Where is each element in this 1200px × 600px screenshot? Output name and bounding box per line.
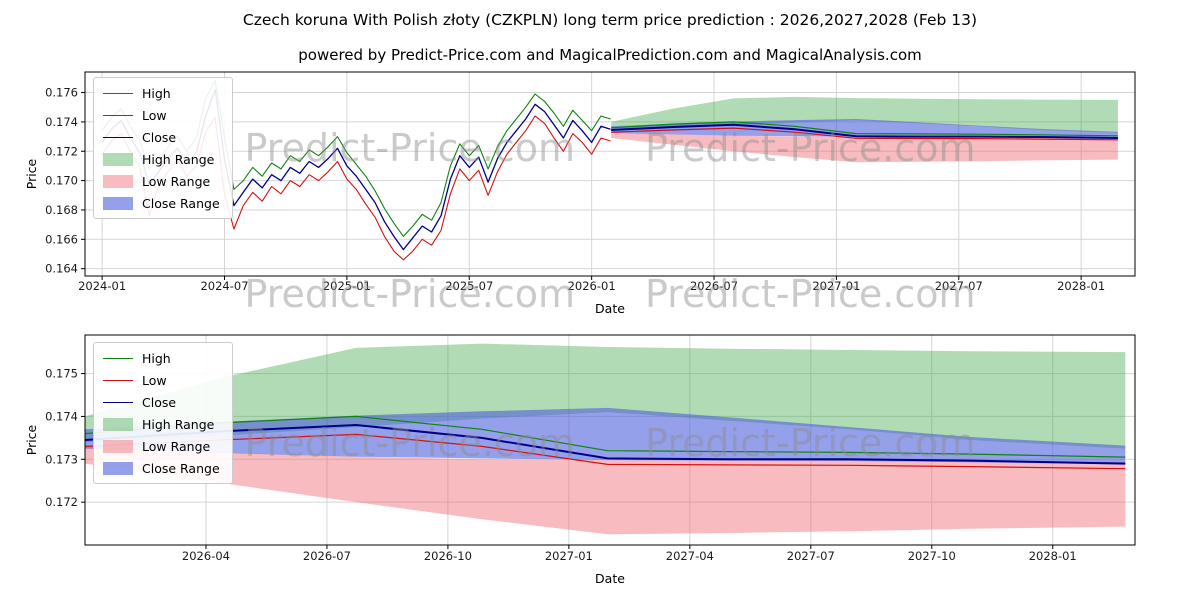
legend-patch-swatch (103, 152, 133, 166)
legend-label: High (142, 350, 171, 366)
y-tick-label: 0.166 (45, 232, 78, 246)
x-tick-label: 2025-01 (323, 279, 371, 293)
legend-item: High Range (103, 150, 220, 168)
legend-item: Low Range (103, 172, 220, 190)
forecast-close-line (611, 123, 1118, 139)
legend-item: Low (103, 106, 220, 124)
x-tick-label: 2027-04 (666, 549, 714, 563)
x-tick-label: 2027-01 (812, 279, 860, 293)
x-tick-label: 2026-04 (182, 549, 230, 563)
forecast-low-line (84, 433, 1126, 470)
y-tick-label: 0.170 (45, 174, 78, 188)
close-range-band (611, 119, 1118, 139)
y-tick-label: 0.174 (45, 409, 78, 423)
legend-line-swatch (103, 357, 133, 359)
legend-label: Close (142, 394, 177, 410)
low-range-band (611, 132, 1118, 163)
legend-item: High (103, 84, 220, 102)
legend-label: Close Range (142, 460, 220, 476)
legend-patch-swatch (103, 439, 133, 453)
x-tick-label: 2027-01 (545, 549, 593, 563)
x-tick-label: 2027-10 (908, 549, 956, 563)
forecast-high-line (84, 415, 1126, 458)
low-range-band (85, 446, 1126, 535)
legend-item: Low Range (103, 437, 220, 455)
x-axis-label: Date (595, 301, 625, 316)
x-tick-label: 2028-01 (1057, 279, 1105, 293)
y-tick-label: 0.164 (45, 262, 78, 276)
legend-patch-swatch (103, 461, 133, 475)
legend-line-swatch (103, 114, 133, 116)
legend-line-swatch (103, 136, 133, 138)
x-tick-label: 2028-01 (1029, 549, 1077, 563)
x-tick-label: 2026-07 (303, 549, 351, 563)
legend-line-swatch (103, 92, 133, 94)
legend-label: High (142, 85, 171, 101)
chart-title: Czech koruna With Polish złoty (CZKPLN) … (242, 11, 978, 29)
legend-item: High (103, 349, 220, 367)
legend-item: Close (103, 128, 220, 146)
legend-patch-swatch (103, 196, 133, 210)
y-tick-label: 0.172 (45, 144, 78, 158)
legend-label: Close Range (142, 195, 220, 211)
plot-border (84, 71, 1136, 277)
x-tick-label: 2026-01 (568, 279, 616, 293)
y-tick-label: 0.168 (45, 203, 78, 217)
legend-patch-swatch (103, 417, 133, 431)
x-tick-label: 2026-07 (690, 279, 738, 293)
legend-label: Low Range (142, 438, 211, 454)
legend-label: Close (142, 129, 177, 145)
powered-by-subtitle: powered by Predict-Price.com and Magical… (298, 46, 922, 64)
legend-label: Low Range (142, 173, 211, 189)
legend-item: Close Range (103, 194, 220, 212)
legend-bottom: High Low Close High Range Low Range Close Ran… (93, 342, 233, 484)
plot-border (84, 334, 1136, 546)
legend-label: High Range (142, 416, 215, 432)
y-tick-label: 0.173 (45, 452, 78, 466)
forecast-high-line (611, 121, 1118, 137)
x-tick-label: 2025-07 (445, 279, 493, 293)
y-tick-label: 0.175 (45, 367, 78, 381)
y-axis-label: Price (24, 424, 39, 455)
legend-item: Low (103, 371, 220, 389)
forecast-low-line (611, 127, 1118, 141)
long-term-chart: 2024-01 2024-07 2025-01 2025-07 2026-01 2026-… (24, 71, 1136, 316)
forecast-zoom-chart: 2026-04 2026-07 2026-10 2027-01 2027-04 2027-… (24, 334, 1136, 586)
x-tick-label: 2024-01 (78, 279, 126, 293)
legend-patch-swatch (103, 174, 133, 188)
legend-item: High Range (103, 415, 220, 433)
y-tick-label: 0.174 (45, 115, 78, 129)
legend-line-swatch (103, 401, 133, 403)
legend-label: High Range (142, 151, 215, 167)
x-tick-label: 2026-10 (424, 549, 472, 563)
legend-label: Low (142, 372, 167, 388)
legend-label: Low (142, 107, 167, 123)
forecast-close-line (84, 424, 1126, 465)
x-tick-label: 2024-07 (200, 279, 248, 293)
y-axis-label: Price (24, 158, 39, 189)
y-tick-label: 0.176 (45, 86, 78, 100)
x-tick-label: 2027-07 (787, 549, 835, 563)
legend-top: High Low Close High Range Low Range Close Ran… (93, 77, 233, 219)
legend-item: Close (103, 393, 220, 411)
close-range-band (85, 407, 1126, 465)
x-axis-label: Date (595, 571, 625, 586)
x-tick-label: 2027-07 (935, 279, 983, 293)
y-tick-label: 0.172 (45, 495, 78, 509)
legend-item: Close Range (103, 459, 220, 477)
legend-line-swatch (103, 379, 133, 381)
